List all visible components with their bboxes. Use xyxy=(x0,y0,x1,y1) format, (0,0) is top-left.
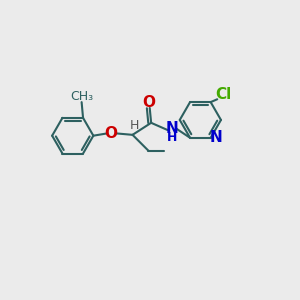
Text: N: N xyxy=(210,130,223,145)
Text: CH₃: CH₃ xyxy=(70,91,94,103)
Text: H: H xyxy=(129,119,139,132)
Text: N: N xyxy=(165,121,178,136)
Text: Cl: Cl xyxy=(216,88,232,103)
Text: O: O xyxy=(142,95,156,110)
Text: H: H xyxy=(167,131,177,145)
Text: O: O xyxy=(105,126,118,141)
